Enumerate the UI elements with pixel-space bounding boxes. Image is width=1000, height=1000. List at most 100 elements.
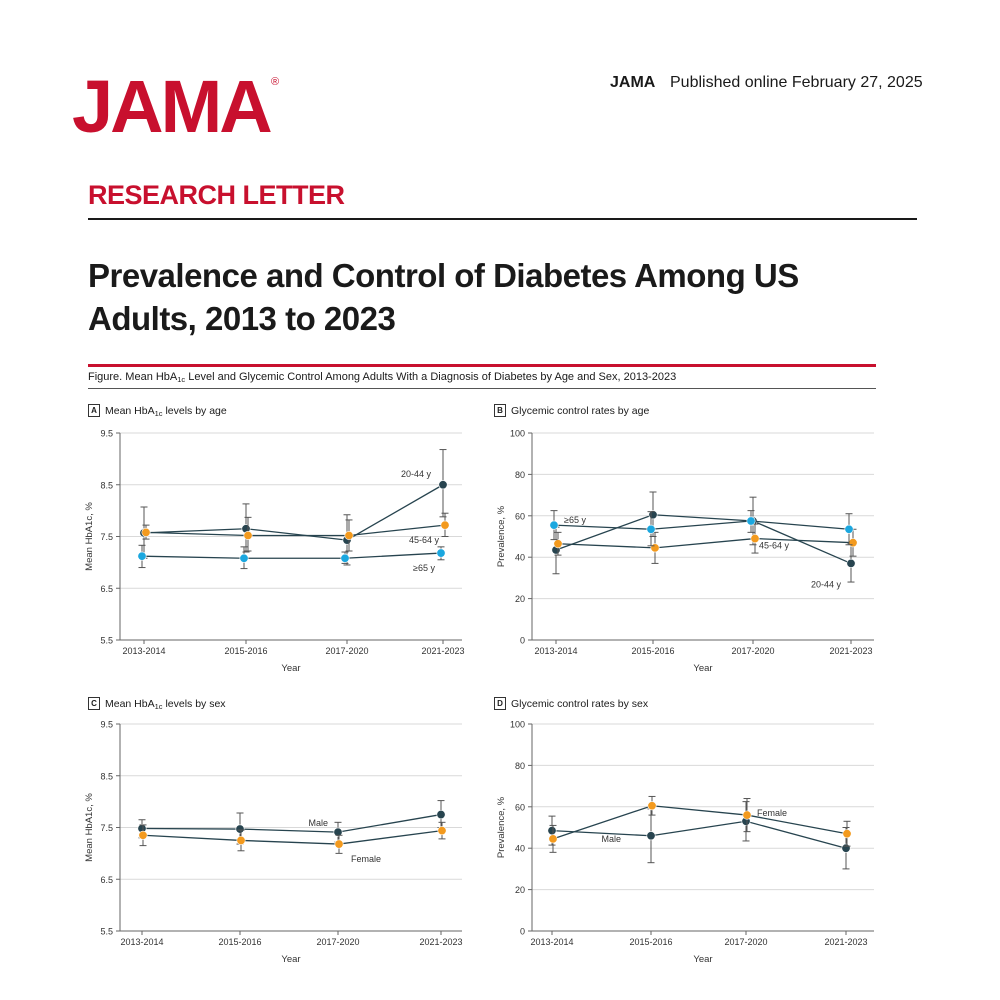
data-point bbox=[137, 551, 147, 561]
data-point bbox=[344, 530, 354, 540]
data-point bbox=[647, 801, 657, 811]
article-title: Prevalence and Control of Diabetes Among… bbox=[88, 257, 799, 337]
panel-a-title-suffix: levels by age bbox=[162, 405, 227, 417]
data-point bbox=[436, 548, 446, 558]
x-tick-label: 2013-2014 bbox=[120, 937, 163, 947]
x-tick-label: 2021-2023 bbox=[419, 937, 462, 947]
y-tick-label: 60 bbox=[515, 802, 525, 812]
data-point bbox=[844, 524, 854, 534]
y-tick-label: 20 bbox=[515, 885, 525, 895]
panel-a-letter: A bbox=[88, 404, 100, 417]
section-divider bbox=[88, 218, 917, 220]
data-point bbox=[141, 527, 151, 537]
y-tick-label: 5.5 bbox=[100, 927, 113, 937]
y-axis-label: Prevalence, % bbox=[496, 796, 507, 858]
data-point bbox=[340, 553, 350, 563]
y-tick-label: 7.5 bbox=[100, 823, 113, 833]
panel-c-title-sub: 1c bbox=[154, 702, 163, 711]
series-line-20-44 y bbox=[555, 514, 852, 565]
x-tick-label: 2015-2016 bbox=[218, 937, 261, 947]
y-tick-label: 9.5 bbox=[100, 429, 113, 439]
series-line-≥65 y bbox=[553, 520, 850, 530]
logo-registered-mark: ® bbox=[271, 76, 280, 88]
x-axis-label: Year bbox=[693, 954, 712, 965]
x-tick-label: 2015-2016 bbox=[629, 937, 672, 947]
series-line-≥65 y bbox=[141, 552, 442, 559]
series-label: 45-64 y bbox=[409, 535, 440, 545]
x-axis-label: Year bbox=[281, 954, 300, 965]
y-tick-label: 7.5 bbox=[100, 532, 113, 542]
y-axis-label: Prevalence, % bbox=[496, 505, 507, 567]
y-tick-label: 40 bbox=[515, 553, 525, 563]
series-line-20-44 y bbox=[143, 484, 444, 541]
x-axis-label: Year bbox=[693, 663, 712, 674]
series-label: 45-64 y bbox=[759, 541, 790, 551]
data-point bbox=[548, 834, 558, 844]
y-tick-label: 80 bbox=[515, 761, 525, 771]
data-point bbox=[553, 539, 563, 549]
y-tick-label: 9.5 bbox=[100, 720, 113, 730]
y-tick-label: 0 bbox=[520, 927, 525, 937]
series-label: 20-44 y bbox=[401, 469, 432, 479]
data-point bbox=[841, 843, 851, 853]
x-tick-label: 2017-2020 bbox=[724, 937, 767, 947]
y-tick-label: 5.5 bbox=[100, 636, 113, 646]
y-tick-label: 20 bbox=[515, 594, 525, 604]
data-point bbox=[436, 810, 446, 820]
jama-logo: JAMA bbox=[72, 65, 273, 148]
y-tick-label: 60 bbox=[515, 511, 525, 521]
series-label: 20-44 y bbox=[811, 579, 842, 589]
section-label: RESEARCH LETTER bbox=[88, 180, 345, 210]
header-journal: JAMA bbox=[610, 74, 656, 91]
figure-top-rule bbox=[88, 364, 876, 367]
y-axis-label: Mean HbA1c, % bbox=[84, 502, 95, 571]
data-point bbox=[646, 524, 656, 534]
figure-caption: Figure. Mean HbA1c Level and Glycemic Co… bbox=[88, 371, 676, 384]
series-label: ≥65 y bbox=[413, 563, 435, 573]
panel-c-letter: C bbox=[88, 697, 100, 710]
panel-b-title: B Glycemic control rates by age bbox=[494, 404, 649, 417]
data-point bbox=[437, 826, 447, 836]
series-label: Male bbox=[308, 818, 328, 828]
panel-a-title-sub: 1c bbox=[154, 409, 163, 418]
figure-caption-rule bbox=[88, 388, 876, 389]
x-tick-label: 2017-2020 bbox=[316, 937, 359, 947]
y-axis-label: Mean HbA1c, % bbox=[84, 793, 95, 862]
data-point bbox=[236, 835, 246, 845]
x-tick-label: 2017-2020 bbox=[731, 646, 774, 656]
x-tick-label: 2015-2016 bbox=[224, 646, 267, 656]
x-tick-label: 2021-2023 bbox=[829, 646, 872, 656]
x-tick-label: 2013-2014 bbox=[530, 937, 573, 947]
data-point bbox=[549, 520, 559, 530]
series-line-Female bbox=[552, 805, 848, 840]
series-line-Male bbox=[551, 820, 847, 849]
series-label: Female bbox=[757, 808, 787, 818]
panel-d-letter: D bbox=[494, 697, 506, 710]
data-point bbox=[438, 480, 448, 490]
y-tick-label: 8.5 bbox=[100, 480, 113, 490]
data-point bbox=[846, 558, 856, 568]
caption-subscript: 1c bbox=[177, 375, 186, 384]
x-tick-label: 2015-2016 bbox=[631, 646, 674, 656]
y-tick-label: 100 bbox=[510, 429, 525, 439]
x-tick-label: 2017-2020 bbox=[325, 646, 368, 656]
y-tick-label: 80 bbox=[515, 470, 525, 480]
data-point bbox=[239, 553, 249, 563]
data-point bbox=[333, 827, 343, 837]
data-point bbox=[742, 810, 752, 820]
x-tick-label: 2021-2023 bbox=[421, 646, 464, 656]
panel-a-title: A Mean HbA1c levels by age bbox=[88, 404, 227, 418]
data-point bbox=[842, 829, 852, 839]
series-line-45-64 y bbox=[145, 524, 446, 537]
data-point bbox=[750, 534, 760, 544]
caption-suffix: Level and Glycemic Control Among Adults … bbox=[185, 371, 677, 383]
panel-b-title-text: Glycemic control rates by age bbox=[511, 405, 650, 417]
y-tick-label: 6.5 bbox=[100, 875, 113, 885]
y-tick-label: 8.5 bbox=[100, 771, 113, 781]
data-point bbox=[646, 831, 656, 841]
panel-d-title: D Glycemic control rates by sex bbox=[494, 697, 648, 710]
